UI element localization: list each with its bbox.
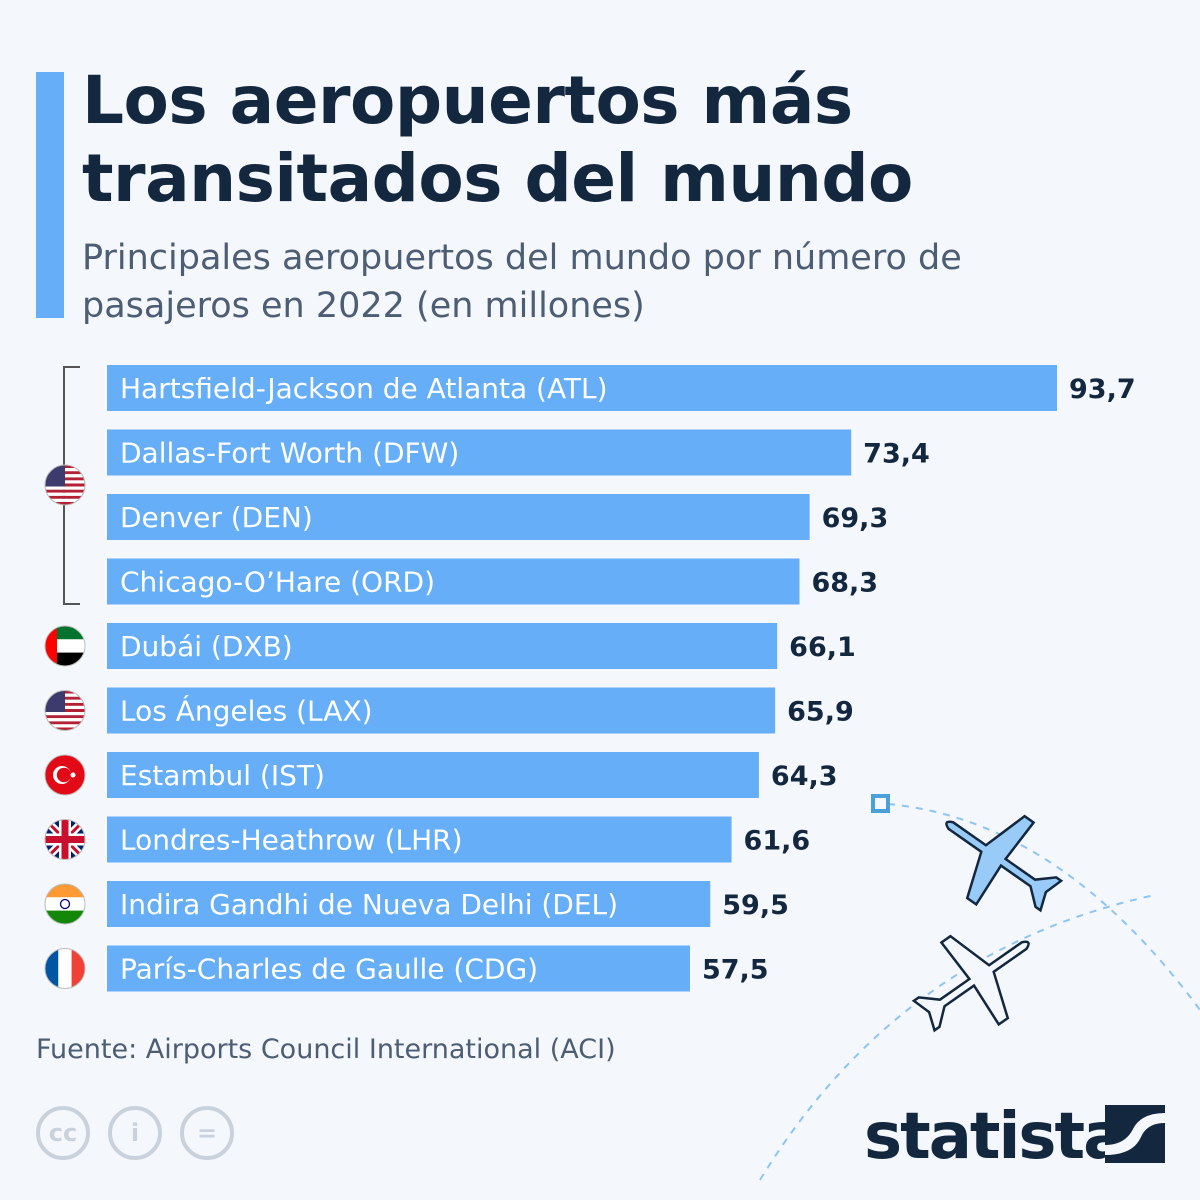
bar-category-label: Hartsfield-Jackson de Atlanta (ATL)	[120, 372, 608, 405]
bar-row: Denver (DEN) 69,3	[107, 494, 888, 540]
bar-row: Indira Gandhi de Nueva Delhi (DEL) 59,5	[107, 881, 789, 927]
page-subtitle: Principales aeropuertos del mundo por nú…	[82, 238, 962, 326]
bar	[107, 623, 778, 669]
flag-us-icon	[44, 690, 86, 731]
bar	[107, 945, 690, 992]
bar-category-label: Chicago-O’Hare (ORD)	[120, 566, 435, 599]
bar	[107, 687, 776, 734]
bar-value-label: 66,1	[789, 632, 856, 663]
statista-logo-mark-icon	[1105, 1105, 1165, 1163]
bar-category-label: Indira Gandhi de Nueva Delhi (DEL)	[120, 888, 618, 921]
attribution-icon[interactable]: i	[108, 1106, 162, 1160]
bar-row: París-Charles de Gaulle (CDG) 57,5	[107, 945, 769, 992]
bar-category-label: Dallas-Fort Worth (DFW)	[120, 437, 459, 470]
bar	[107, 752, 759, 798]
page-title: Los aeropuertos más transitados del mund…	[82, 62, 913, 217]
airplane-outline-icon	[911, 934, 1030, 1033]
bar-value-label: 73,4	[863, 439, 930, 470]
bar-value-label: 65,9	[787, 697, 854, 728]
flag-ae-icon	[44, 625, 86, 667]
bar	[107, 365, 1057, 411]
bar-value-label: 68,3	[811, 568, 878, 599]
bar-row: Dallas-Fort Worth (DFW) 73,4	[107, 429, 930, 476]
bar-value-label: 64,3	[771, 761, 838, 792]
bar	[107, 558, 800, 605]
bar-category-label: Estambul (IST)	[120, 759, 325, 792]
bar-chart: Hartsfield-Jackson de Atlanta (ATL) 93,7 D…	[44, 365, 1136, 992]
bar-value-label: 61,6	[744, 826, 811, 857]
flag-in-icon	[44, 883, 86, 925]
bar-row: Hartsfield-Jackson de Atlanta (ATL) 93,7	[107, 365, 1136, 411]
flag-gb-icon	[44, 819, 86, 860]
bar-category-label: París-Charles de Gaulle (CDG)	[120, 953, 538, 986]
bar-value-label: 59,5	[722, 890, 789, 921]
no-derivatives-icon[interactable]: =	[180, 1106, 234, 1160]
bar-row: Estambul (IST) 64,3	[107, 752, 838, 798]
bar-value-label: 69,3	[822, 503, 889, 534]
flag-tr-icon	[44, 754, 86, 796]
bar-row: Dubái (DXB) 66,1	[107, 623, 856, 669]
flag-us-icon	[44, 464, 86, 506]
bar	[107, 429, 852, 476]
title-accent-bar	[36, 72, 64, 318]
bar-row: Chicago-O’Hare (ORD) 68,3	[107, 558, 878, 605]
bar-row: Los Ángeles (LAX) 65,9	[107, 687, 854, 734]
source-note: Fuente: Airports Council International (…	[36, 1034, 616, 1065]
bar-category-label: Los Ángeles (LAX)	[120, 694, 373, 728]
origin-marker-icon	[871, 794, 890, 813]
cc-icon[interactable]: cc	[36, 1106, 90, 1160]
bar-value-label: 93,7	[1069, 374, 1136, 405]
bar	[107, 816, 732, 863]
bar-row: Londres-Heathrow (LHR) 61,6	[107, 816, 811, 863]
flag-fr-icon	[44, 948, 86, 989]
bar-category-label: Dubái (DXB)	[120, 630, 293, 663]
bar-value-label: 57,5	[702, 955, 769, 986]
statista-logo[interactable]: statista	[864, 1100, 1126, 1174]
bar-category-label: Denver (DEN)	[120, 501, 313, 534]
bar-category-label: Londres-Heathrow (LHR)	[120, 824, 463, 857]
bar	[107, 494, 810, 540]
bar	[107, 881, 711, 927]
airplane-filled-icon	[945, 814, 1064, 913]
